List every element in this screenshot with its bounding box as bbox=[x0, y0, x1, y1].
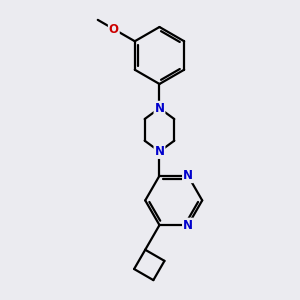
Text: N: N bbox=[154, 102, 164, 115]
Text: N: N bbox=[183, 219, 193, 232]
Text: N: N bbox=[183, 169, 193, 182]
Text: O: O bbox=[109, 22, 119, 36]
Text: N: N bbox=[154, 145, 164, 158]
